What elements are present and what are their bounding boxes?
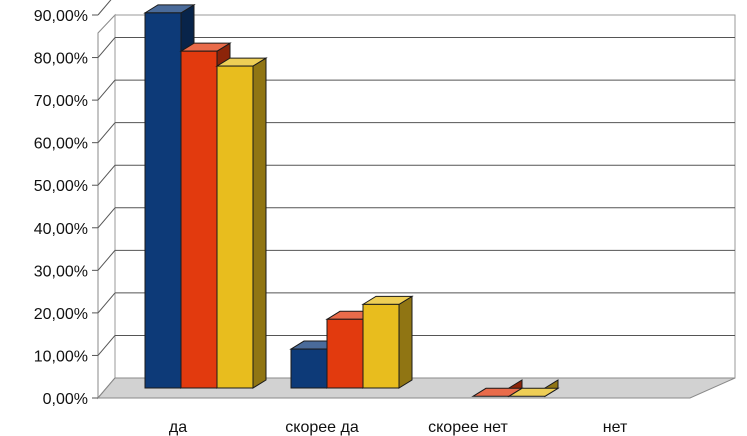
x-category-label: нет — [603, 419, 628, 436]
bars — [143, 3, 560, 398]
bar-side — [398, 295, 413, 389]
bar — [215, 57, 268, 389]
bar — [507, 379, 560, 398]
y-tick-label: 50,00% — [34, 178, 88, 195]
y-axis-ticks: 0,00% 10,00% 20,00% 30,00% 40,00% 50,00% 60,00… — [34, 8, 98, 408]
bar-group-2 — [289, 295, 414, 389]
gridline-depth — [97, 0, 112, 16]
bar-front — [144, 12, 182, 389]
gridline-depth — [97, 79, 116, 101]
bar — [361, 295, 414, 389]
bar-front — [216, 65, 254, 389]
y-tick-label: 10,00% — [34, 348, 88, 365]
y-tick-label: 0,00% — [43, 391, 88, 408]
bar-group-1 — [143, 3, 268, 389]
bar-front — [290, 348, 328, 389]
x-category-label: скорее нет — [428, 419, 508, 436]
bar-front — [362, 303, 400, 389]
gridline-depth — [97, 292, 116, 314]
gridline-depth — [97, 335, 116, 356]
gridline-depth — [97, 164, 116, 186]
gridline-depth — [97, 207, 116, 229]
bar-group-3 — [471, 379, 560, 398]
y-tick-label: 90,00% — [34, 8, 88, 25]
y-tick-label: 70,00% — [34, 93, 88, 110]
bar-top — [507, 387, 560, 397]
bar-front — [180, 50, 218, 389]
y-tick-label: 60,00% — [34, 136, 88, 153]
x-axis-labels: да скорее да скорее нет нет — [169, 419, 628, 436]
x-category-label: скорее да — [285, 419, 359, 436]
gridline-depth — [97, 250, 116, 271]
side-wall — [97, 13, 116, 400]
y-tick-label: 20,00% — [34, 306, 88, 323]
x-category-label: да — [169, 419, 187, 436]
y-tick-label: 80,00% — [34, 51, 88, 68]
gridline-depth — [97, 122, 116, 143]
bar-side — [252, 57, 267, 389]
y-tick-label: 40,00% — [34, 221, 88, 238]
bar-front — [326, 318, 364, 389]
y-tick-label: 30,00% — [34, 263, 88, 280]
gridline-depth — [97, 37, 116, 58]
